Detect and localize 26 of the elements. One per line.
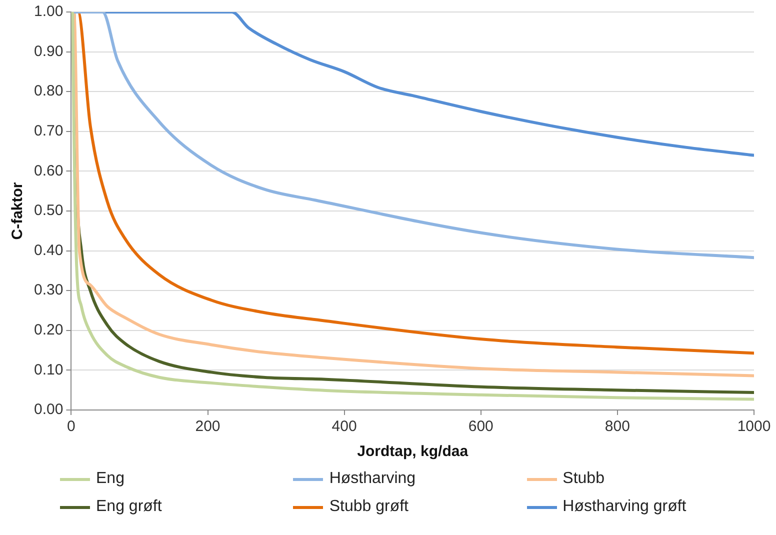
legend-label: Stubb (562, 470, 604, 488)
y-tick-label: 0.90 (34, 42, 64, 60)
line-series (71, 12, 754, 260)
y-tick-label: 0.20 (34, 322, 64, 339)
x-tick-label: 400 (332, 418, 357, 436)
x-tick-label: 200 (195, 418, 220, 436)
y-tick-label: 0.80 (34, 82, 64, 100)
x-tick-label: 800 (604, 418, 630, 436)
y-tick-label: 0.30 (34, 282, 64, 299)
x-tick-label: 0 (67, 418, 76, 436)
x-tick-label: 600 (468, 418, 494, 436)
y-tick-label: 1.00 (34, 3, 64, 20)
legend-label: Eng grøft (96, 498, 162, 516)
y-tick-label: 0.70 (34, 122, 64, 140)
legend-label: Eng (96, 470, 124, 488)
y-axis-title: C-faktor (9, 182, 26, 240)
y-tick-label: 0.50 (34, 202, 64, 220)
y-tick-label: 0.60 (34, 162, 64, 180)
legend-label: Stubb grøft (329, 498, 408, 516)
legend-label: Høstharving (329, 470, 416, 488)
x-tick-label: 1000 (737, 418, 771, 436)
y-tick-label: 0.10 (34, 361, 64, 378)
y-tick-label: 0.40 (34, 242, 64, 259)
legend-label: Høstharving grøft (562, 498, 686, 516)
y-tick-label: 0.00 (34, 401, 64, 418)
x-axis-title: Jordtap, kg/daa (357, 443, 469, 460)
